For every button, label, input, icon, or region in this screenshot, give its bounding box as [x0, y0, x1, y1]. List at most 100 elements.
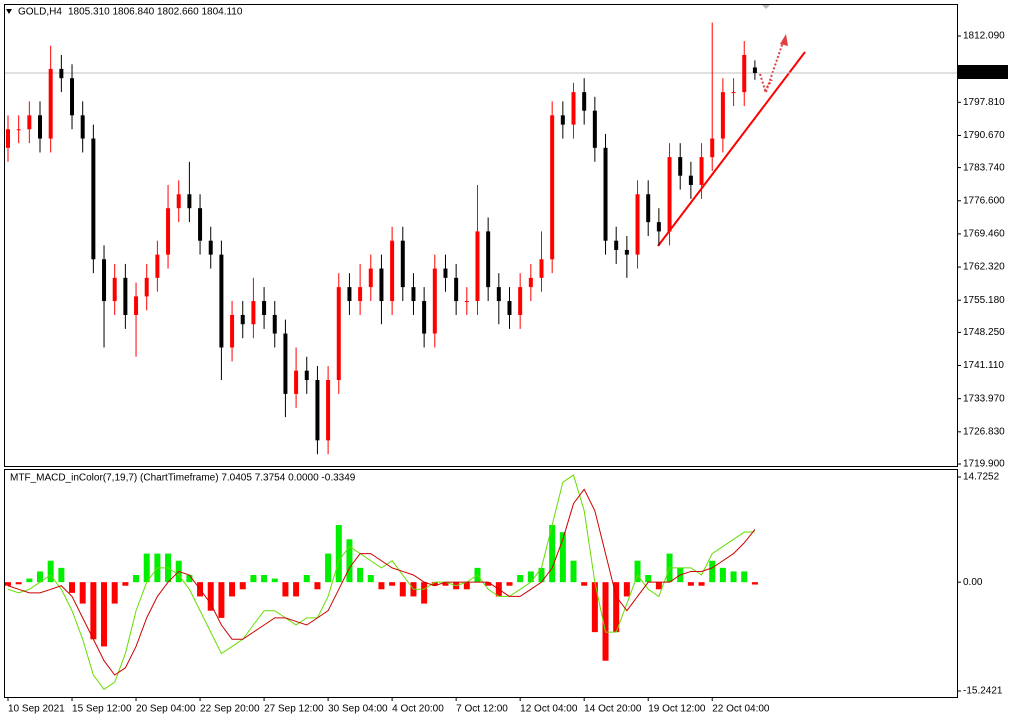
histogram-bar	[613, 582, 620, 633]
y-tick-label: 1804.950	[963, 64, 1005, 75]
candle-body	[699, 157, 704, 185]
candle-body	[720, 92, 725, 139]
candle-body	[283, 333, 288, 394]
histogram-bar	[378, 582, 385, 590]
main-pane	[4, 4, 958, 467]
histogram-bar	[79, 582, 86, 604]
y-tick-label: 1762.320	[963, 262, 1005, 273]
y-tick-label: 1790.670	[963, 130, 1005, 141]
histogram-bar	[741, 571, 748, 583]
price-line-label: 1804.110	[961, 68, 1002, 79]
histogram-bar	[506, 582, 513, 586]
candle-body	[176, 194, 181, 209]
candle-body	[539, 259, 544, 278]
histogram-bar	[143, 553, 150, 583]
candle-body	[731, 92, 736, 94]
candle-body	[198, 208, 203, 241]
candle-body	[688, 175, 693, 185]
histogram-bar	[591, 582, 598, 633]
price-label-box	[958, 65, 1008, 79]
y-tick-label: 1733.970	[963, 393, 1005, 404]
candle-body	[368, 268, 373, 288]
x-tick-label: 27 Sep 12:00	[264, 704, 324, 715]
histogram-bar	[207, 582, 214, 611]
x-tick-label: 22 Sep 20:00	[200, 704, 260, 715]
histogram-bar	[751, 582, 758, 585]
histogram-bar	[101, 582, 108, 647]
histogram-bar	[687, 582, 694, 586]
candle-body	[432, 268, 437, 334]
histogram-bar	[229, 582, 236, 597]
candle-body	[560, 115, 565, 125]
candle-body	[294, 370, 299, 394]
trend-line	[657, 51, 806, 247]
dotted-arrow	[765, 41, 784, 93]
menu-triangle[interactable]	[6, 9, 12, 14]
candle-body	[656, 222, 661, 232]
candle-body	[240, 314, 245, 325]
histogram-bar	[122, 582, 129, 586]
histogram-bar	[69, 582, 76, 593]
y-tick-label: 1797.810	[963, 97, 1005, 108]
x-tick-label: 10 Sep 2021	[8, 704, 65, 715]
candle-body	[667, 157, 672, 232]
histogram-bar	[421, 582, 428, 604]
candle-body	[507, 301, 512, 315]
candle-body	[48, 68, 53, 139]
candle-body	[208, 240, 213, 255]
histogram-bar	[709, 560, 716, 583]
x-tick-label: 30 Sep 04:00	[328, 704, 388, 715]
candle-body	[582, 92, 587, 111]
candle-body	[710, 138, 715, 158]
candle-body	[646, 194, 651, 223]
candle-body	[678, 157, 683, 176]
candle-body	[614, 240, 619, 250]
histogram-bar	[602, 582, 609, 661]
candle-body	[528, 277, 533, 288]
histogram-bar	[218, 582, 225, 618]
histogram-bar	[47, 560, 54, 583]
histogram-bar	[581, 582, 588, 586]
histogram-bar	[442, 582, 449, 586]
shift-marker	[762, 5, 770, 9]
candle-body	[6, 129, 10, 148]
histogram-bar	[15, 582, 22, 585]
y-tick-label: 1726.830	[963, 426, 1005, 437]
y-tick-label: 0.00	[963, 577, 983, 588]
histogram-bar	[655, 582, 662, 590]
candle-body	[59, 68, 64, 79]
candle-body	[400, 240, 405, 288]
candle-body	[166, 208, 171, 255]
candle-body	[603, 147, 608, 241]
histogram-bar	[730, 571, 737, 583]
candle-body	[486, 231, 491, 288]
y-tick-label: 1812.090	[963, 31, 1005, 42]
histogram-bar	[261, 575, 268, 583]
histogram-bar	[431, 582, 438, 586]
candle-body	[475, 231, 480, 302]
histogram-bar	[303, 575, 310, 583]
histogram-bar	[250, 575, 257, 583]
histogram-bar	[346, 539, 353, 583]
candle-body	[624, 249, 629, 255]
arrow-head	[780, 34, 788, 46]
candle-body	[112, 277, 117, 302]
x-tick-label: 14 Oct 20:00	[584, 704, 642, 715]
candle-body	[422, 301, 427, 334]
candle-body	[262, 301, 267, 315]
candle-body	[347, 287, 352, 302]
x-tick-label: 4 Oct 20:00	[392, 704, 444, 715]
candle-body	[304, 370, 309, 380]
histogram-bar	[517, 575, 524, 583]
y-tick-label: 1719.900	[963, 459, 1005, 470]
histogram-bar	[37, 571, 44, 583]
y-tick-label: 1783.740	[963, 162, 1005, 173]
candle-body	[454, 277, 459, 302]
symbol-title: GOLD,H4	[18, 7, 62, 18]
histogram-bar	[325, 553, 332, 583]
candle-body	[752, 67, 757, 74]
histogram-bar	[26, 578, 33, 583]
